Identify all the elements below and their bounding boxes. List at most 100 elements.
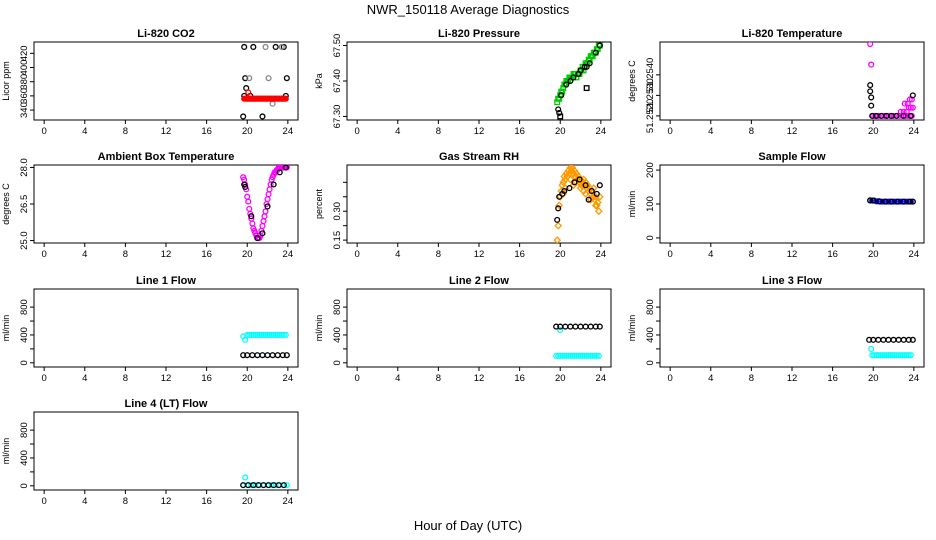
data-point-cyan	[873, 352, 880, 359]
data-point-magenta	[262, 208, 269, 215]
data-point-black	[566, 185, 573, 192]
data-point-blue	[885, 198, 892, 205]
data-point-gray	[246, 75, 253, 82]
data-point-black	[868, 102, 875, 109]
x-tick-label: 12	[161, 496, 172, 507]
data-point-cyan	[871, 352, 878, 359]
points-layer	[554, 42, 603, 120]
x-tick-label: 12	[787, 249, 798, 260]
y-tick-label: 0.15	[332, 231, 343, 250]
data-point-orange	[564, 166, 573, 175]
data-point-cyan	[248, 482, 255, 489]
data-point-black	[596, 182, 603, 189]
panel-8: Line 2 Flow ml/min 0 4 8 12 16 20 24 0 400 800	[314, 275, 612, 384]
data-point-cyan	[885, 352, 892, 359]
data-point-cyan	[256, 331, 263, 339]
data-point-black	[596, 42, 603, 49]
data-point-gray	[278, 43, 285, 51]
y-tick-label: 800	[645, 299, 656, 315]
data-point-black	[894, 198, 901, 205]
plot-frame	[33, 41, 299, 121]
data-point-orange	[555, 201, 564, 210]
data-point-black	[283, 352, 290, 359]
data-point-cyan	[252, 331, 259, 339]
data-point-orange	[591, 201, 600, 210]
data-point-magenta	[260, 218, 267, 225]
x-tick-label: 8	[123, 496, 128, 507]
data-point-black	[583, 63, 590, 70]
data-point-red	[282, 95, 289, 102]
x-tick-label: 0	[668, 249, 673, 260]
y-tick-label: 0	[19, 360, 30, 365]
data-point-cyan	[282, 331, 289, 339]
points-layer	[553, 323, 603, 359]
data-point-black	[269, 352, 276, 359]
x-tick-label: 20	[555, 249, 566, 260]
panel-2: Li-820 Pressure kPa 0 4 8 12 16 20 24 67.30 67.40 6…	[314, 28, 612, 137]
data-point-magenta	[245, 198, 252, 205]
y-tick-label: 400	[19, 450, 30, 466]
points-layer	[867, 197, 916, 205]
x-tick-label: 16	[827, 373, 838, 384]
data-point-black	[593, 190, 600, 197]
data-point-black	[885, 336, 892, 343]
x-tick-label: 20	[242, 373, 253, 384]
data-point-cyan	[260, 331, 267, 339]
data-point-orange	[579, 187, 588, 195]
data-point-cyan	[250, 331, 257, 339]
data-point-cyan	[561, 352, 568, 359]
data-point-black	[553, 323, 560, 330]
y-axis-label: percent	[314, 188, 324, 219]
x-tick-label: 0	[668, 126, 673, 137]
panel-title: Sample Flow	[758, 151, 826, 163]
data-point-black	[900, 198, 907, 205]
y-tick-label: 340	[19, 102, 30, 118]
data-point-cyan	[557, 327, 564, 334]
data-point-black	[283, 75, 290, 82]
data-point-cyan	[889, 352, 896, 359]
x-tick-label: 8	[749, 249, 754, 260]
data-point-black	[264, 203, 271, 210]
data-point-magenta	[259, 222, 266, 229]
x-tick-label: 8	[123, 126, 128, 137]
data-point-black	[575, 70, 582, 77]
data-point-magenta	[906, 96, 913, 103]
panel-title: Line 4 (LT) Flow	[125, 398, 208, 410]
data-point-cyan	[270, 331, 277, 339]
data-point-blue	[903, 198, 910, 205]
plot-frame	[33, 288, 299, 368]
plot-frame	[346, 41, 612, 121]
x-tick-label: 0	[42, 249, 47, 260]
data-point-black	[895, 336, 902, 343]
panel-10: Line 4 (LT) Flow ml/min 0 4 8 12 16 20 24 0 400 800	[1, 398, 299, 507]
data-point-magenta	[868, 61, 875, 68]
data-point-black	[592, 49, 599, 56]
x-tick-label: 24	[283, 249, 294, 260]
panel-title: Line 2 Flow	[449, 275, 509, 287]
x-tick-label: 8	[436, 373, 441, 384]
x-tick-label: 8	[749, 373, 754, 384]
y-axis-label: degrees C	[627, 60, 637, 102]
data-point-black	[259, 352, 266, 359]
data-point-cyan	[280, 331, 287, 339]
y-tick-label: 51.2520	[645, 99, 656, 133]
y-tick-label: 400	[19, 60, 30, 76]
data-point-magenta	[875, 112, 882, 119]
x-tick-label: 16	[201, 496, 212, 507]
data-point-cyan	[272, 482, 279, 489]
data-point-magenta	[265, 191, 272, 198]
data-point-cyan	[905, 352, 912, 359]
data-point-black	[567, 323, 574, 330]
y-tick-label: 0.30	[332, 202, 343, 221]
x-tick-label: 24	[596, 249, 607, 260]
x-tick-label: 12	[474, 373, 485, 384]
data-point-black	[254, 235, 261, 242]
data-point-black	[556, 109, 563, 116]
data-point-magenta	[900, 108, 907, 115]
y-axis-label: Licor ppm	[1, 61, 11, 101]
data-point-cyan	[571, 352, 578, 359]
x-tick-label: 0	[355, 373, 360, 384]
panel-5: Gas Stream RH percent 0 4 8 12 16 20 24 0.15 0.30	[314, 151, 612, 260]
data-point-orange	[561, 175, 570, 184]
x-tick-label: 20	[868, 126, 879, 137]
